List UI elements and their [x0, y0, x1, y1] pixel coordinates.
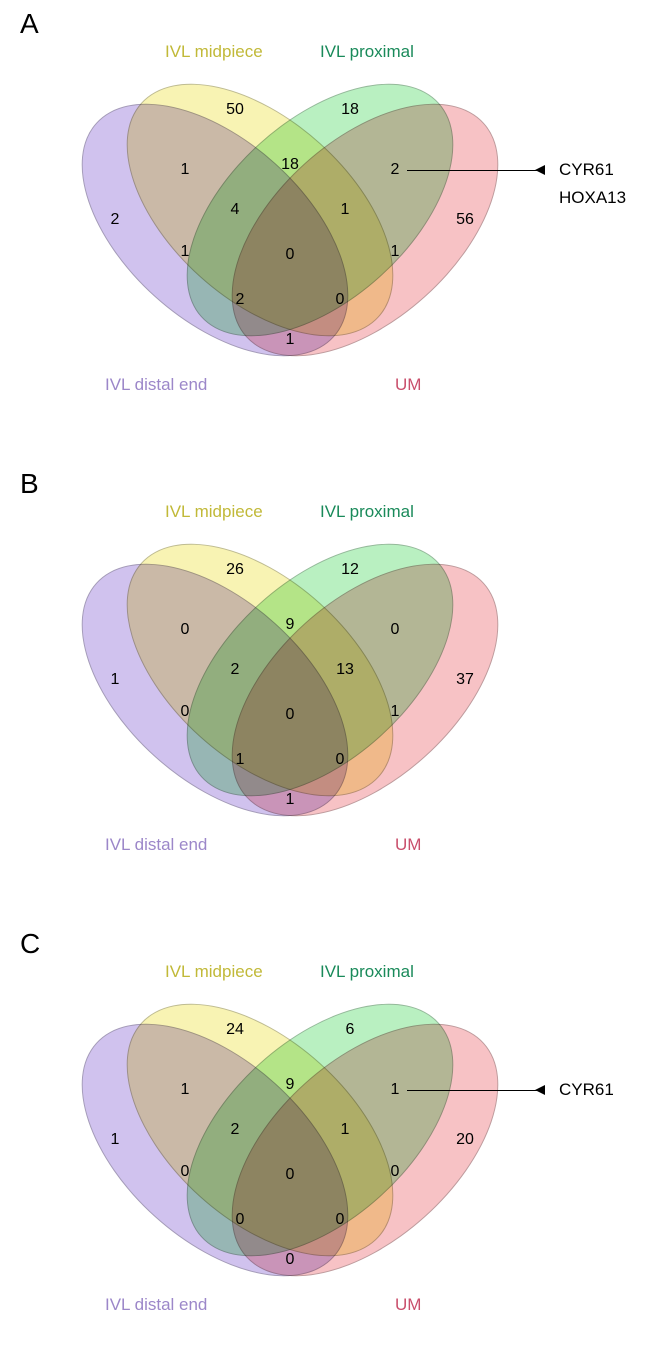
region-pu: 2 — [391, 161, 400, 179]
callout-arrow — [407, 170, 545, 171]
region-midpiece_only: 24 — [226, 1021, 244, 1039]
region-mp: 9 — [286, 616, 295, 634]
region-um_only: 20 — [456, 1131, 474, 1149]
region-du: 0 — [286, 1251, 295, 1269]
region-dp: 0 — [181, 1163, 190, 1181]
region-proximal_only: 6 — [346, 1021, 355, 1039]
panel-b: B 1 26 12 37 0 9 0 2 13 0 1 0 1 0 1 IVL distal end IVL m… — [0, 460, 662, 890]
region-dmp: 2 — [231, 661, 240, 679]
region-distal_only: 1 — [111, 671, 120, 689]
region-pu: 0 — [391, 621, 400, 639]
region-dmu: 0 — [336, 1211, 345, 1229]
region-dm: 1 — [181, 1081, 190, 1099]
region-dp: 1 — [181, 243, 190, 261]
region-um_only: 37 — [456, 671, 474, 689]
region-dmu: 0 — [336, 751, 345, 769]
region-pu: 1 — [391, 1081, 400, 1099]
callout-line-0: CYR61 — [559, 1080, 614, 1100]
callout-line-0: CYR61 — [559, 160, 614, 180]
set-label-proximal: IVL proximal — [320, 502, 414, 522]
region-du: 1 — [286, 331, 295, 349]
region-mpu: 13 — [336, 661, 354, 679]
panel-label-b: B — [20, 468, 39, 500]
venn-b: 1 26 12 37 0 9 0 2 13 0 1 0 1 0 1 IVL distal end IVL mid… — [50, 490, 550, 890]
region-um_only: 56 — [456, 211, 474, 229]
venn-a: 2 50 18 56 1 18 2 4 1 1 1 0 2 0 1 IVL distal end IVL mid… — [50, 30, 550, 430]
region-dpu: 0 — [236, 1211, 245, 1229]
region-du: 1 — [286, 791, 295, 809]
set-label-midpiece: IVL midpiece — [165, 42, 263, 62]
set-label-distal: IVL distal end — [105, 1295, 207, 1315]
region-dm: 1 — [181, 161, 190, 179]
set-label-midpiece: IVL midpiece — [165, 962, 263, 982]
panel-label-c: C — [20, 928, 40, 960]
set-label-um: UM — [395, 1295, 421, 1315]
region-mu: 1 — [391, 243, 400, 261]
arrow-head-icon — [535, 165, 545, 175]
region-dmu: 0 — [336, 291, 345, 309]
panel-label-a: A — [20, 8, 39, 40]
set-label-um: UM — [395, 375, 421, 395]
set-label-um: UM — [395, 835, 421, 855]
region-mpu: 1 — [341, 1121, 350, 1139]
region-mpu: 1 — [341, 201, 350, 219]
region-dmpu: 0 — [286, 706, 295, 724]
region-mu: 1 — [391, 703, 400, 721]
callout-arrow — [407, 1090, 545, 1091]
panel-c: C 1 24 6 20 1 9 1 2 1 0 0 0 0 0 0 IVL distal end IVL mid… — [0, 920, 662, 1350]
set-label-midpiece: IVL midpiece — [165, 502, 263, 522]
panel-a: A 2 50 18 56 1 18 2 4 1 1 1 0 2 0 1 IVL distal end IVL m… — [0, 0, 662, 430]
region-mu: 0 — [391, 1163, 400, 1181]
region-dmp: 4 — [231, 201, 240, 219]
region-dpu: 2 — [236, 291, 245, 309]
region-dmpu: 0 — [286, 246, 295, 264]
set-label-proximal: IVL proximal — [320, 42, 414, 62]
region-mp: 9 — [286, 1076, 295, 1094]
region-proximal_only: 12 — [341, 561, 359, 579]
region-dm: 0 — [181, 621, 190, 639]
region-midpiece_only: 26 — [226, 561, 244, 579]
venn-c: 1 24 6 20 1 9 1 2 1 0 0 0 0 0 0 IVL distal end IVL midpi… — [50, 950, 550, 1350]
region-mp: 18 — [281, 156, 299, 174]
region-dpu: 1 — [236, 751, 245, 769]
callout-line-1: HOXA13 — [559, 188, 626, 208]
region-dmpu: 0 — [286, 1166, 295, 1184]
region-dmp: 2 — [231, 1121, 240, 1139]
region-dp: 0 — [181, 703, 190, 721]
set-label-distal: IVL distal end — [105, 375, 207, 395]
region-distal_only: 1 — [111, 1131, 120, 1149]
arrow-head-icon — [535, 1085, 545, 1095]
set-label-proximal: IVL proximal — [320, 962, 414, 982]
region-distal_only: 2 — [111, 211, 120, 229]
region-midpiece_only: 50 — [226, 101, 244, 119]
set-label-distal: IVL distal end — [105, 835, 207, 855]
region-proximal_only: 18 — [341, 101, 359, 119]
